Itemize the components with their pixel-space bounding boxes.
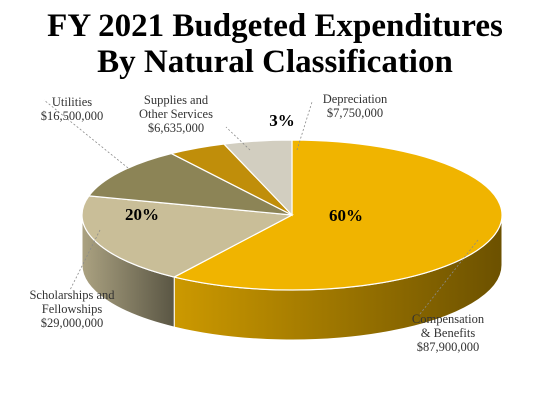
category-label-line: Other Services [139,107,213,121]
category-label-line: Compensation [412,312,485,326]
category-label-line: $6,635,000 [148,121,204,135]
category-label-compensation-benefits: Compensation & Benefits $87,900,000 [412,312,485,354]
category-label-supplies-and-other-services: Supplies and Other Services $6,635,000 [139,93,213,135]
category-label-scholarships-and-fellowships: Scholarships and Fellowships $29,000,000 [29,288,115,330]
pie-tops [81,139,503,291]
percent-label-depreciation: 3% [269,111,295,130]
category-label-line: $7,750,000 [327,106,383,120]
pie-slice-depreciation [222,139,293,217]
category-label-line: $29,000,000 [41,316,104,330]
percent-label-compensation-benefits: 60% [329,206,363,225]
category-label-line: Depreciation [323,92,388,106]
category-label-line: Supplies and [144,93,209,107]
leader-line [296,101,313,151]
category-label-line: $16,500,000 [41,109,104,123]
leader-lines [43,99,479,315]
category-label-line: Scholarships and [29,288,115,302]
category-label-line: Fellowships [42,302,103,316]
pie-slice-compensation-benefits [172,139,503,291]
pie-slice-utilities [87,152,293,216]
category-label-line: Utilities [52,95,92,109]
chart-title: FY 2021 Budgeted Expenditures By Natural… [0,8,550,80]
category-label-line: $87,900,000 [417,340,480,354]
category-label-line: & Benefits [421,326,476,340]
title-line-1: FY 2021 Budgeted Expenditures [47,8,503,44]
pie-slice-scholarships-and-fellowships [81,195,295,278]
leader-line [225,126,251,151]
category-label-utilities: Utilities $16,500,000 [41,95,104,123]
leader-line [69,229,101,291]
title-line-2: By Natural Classification [97,44,453,80]
percent-label-scholarships-and-fellowships: 20% [125,205,159,224]
category-label-depreciation: Depreciation $7,750,000 [323,92,388,120]
